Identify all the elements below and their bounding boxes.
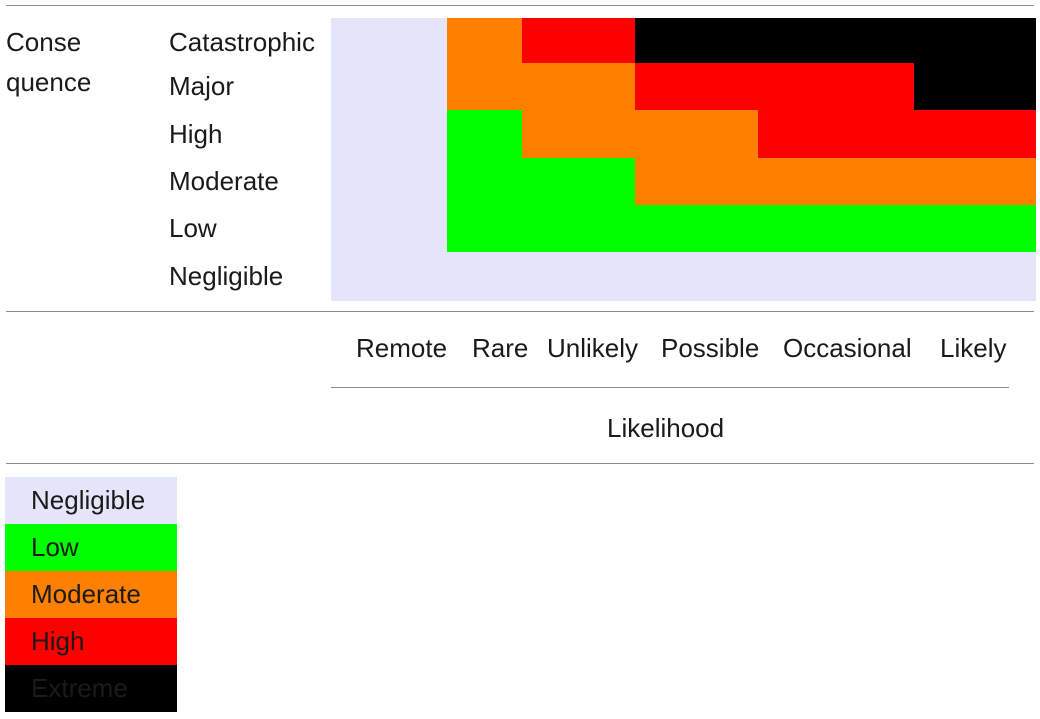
matrix-bottom-rule (6, 311, 1034, 312)
matrix-cell (758, 158, 915, 206)
matrix-cell (331, 110, 448, 159)
matrix-cell (447, 205, 523, 253)
consequence-level-major: Major (169, 71, 235, 101)
matrix-cell (635, 63, 759, 111)
likelihood-level-remote: Remote (356, 333, 448, 363)
consequence-level-catastrophic: Catastrophic (169, 27, 315, 57)
matrix-cell (758, 110, 915, 159)
risk-matrix (331, 18, 1036, 301)
matrix-cell (522, 158, 636, 206)
likelihood-rule (331, 387, 1009, 388)
matrix-cell (914, 158, 1036, 206)
matrix-cell (635, 158, 759, 206)
likelihood-level-possible: Possible (661, 333, 760, 363)
matrix-cell (914, 205, 1036, 253)
legend-item-extreme: Extreme (5, 665, 177, 712)
matrix-cell (447, 158, 523, 206)
matrix-cell (914, 63, 1036, 111)
legend-item-moderate: Moderate (5, 571, 177, 618)
matrix-cell (758, 63, 915, 111)
top-rule (6, 5, 1034, 6)
matrix-cell (758, 18, 915, 64)
matrix-cell (522, 18, 636, 64)
matrix-cell (331, 18, 448, 64)
likelihood-level-likely: Likely (940, 333, 1007, 363)
matrix-cell (522, 63, 636, 111)
likelihood-level-rare: Rare (472, 333, 529, 363)
matrix-cell (635, 205, 759, 253)
consequence-level-negligible: Negligible (169, 261, 284, 291)
legend-item-high: High (5, 618, 177, 665)
consequence-level-moderate: Moderate (169, 166, 279, 196)
matrix-cell (522, 252, 636, 301)
legend-top-rule (6, 463, 1034, 464)
consequence-axis-label-line1: Conse (6, 27, 82, 57)
likelihood-axis-label: Likelihood (607, 413, 725, 443)
matrix-cell (914, 110, 1036, 159)
matrix-cell (522, 110, 636, 159)
matrix-cell (758, 252, 915, 301)
consequence-axis-label-line2: quence (6, 67, 92, 97)
matrix-cell (635, 252, 759, 301)
legend-item-low: Low (5, 524, 177, 571)
matrix-cell (914, 252, 1036, 301)
matrix-cell (331, 252, 448, 301)
matrix-cell (447, 110, 523, 159)
matrix-cell (331, 205, 448, 253)
legend-item-negligible: Negligible (5, 477, 177, 524)
matrix-cell (331, 63, 448, 111)
matrix-cell (447, 252, 523, 301)
likelihood-level-unlikely: Unlikely (547, 333, 639, 363)
matrix-cell (914, 18, 1036, 64)
matrix-cell (331, 158, 448, 206)
matrix-cell (635, 18, 759, 64)
matrix-cell (447, 18, 523, 64)
consequence-level-high: High (169, 119, 223, 149)
matrix-cell (447, 63, 523, 111)
matrix-cell (635, 110, 759, 159)
matrix-cell (522, 205, 636, 253)
consequence-level-low: Low (169, 213, 217, 243)
matrix-cell (758, 205, 915, 253)
likelihood-level-occasional: Occasional (783, 333, 912, 363)
